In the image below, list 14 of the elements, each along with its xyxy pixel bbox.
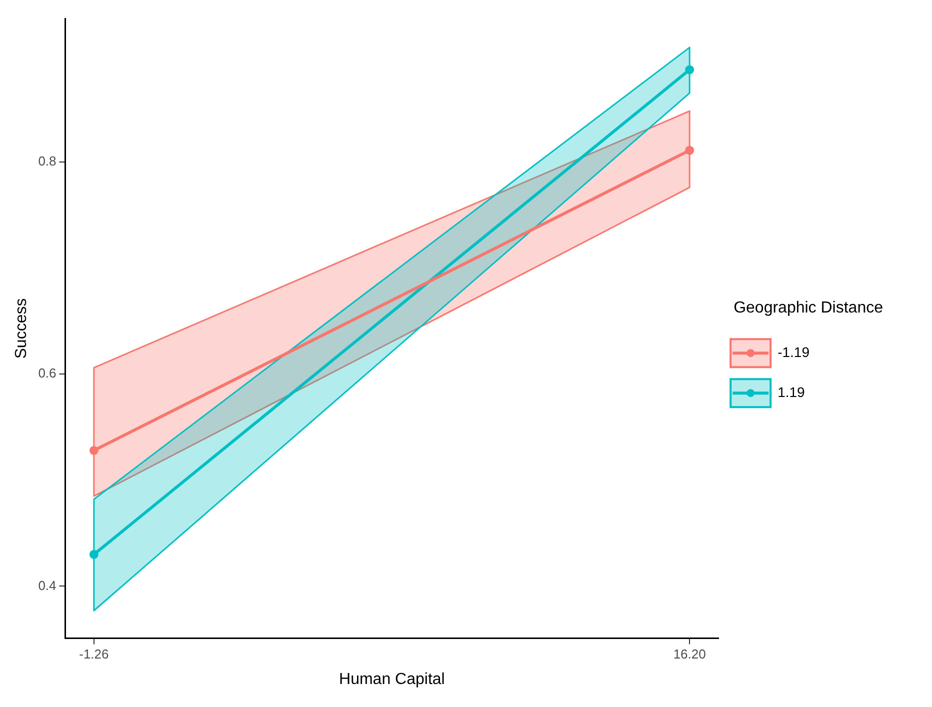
legend-title: Geographic Distance: [734, 299, 884, 316]
y-tick-label: 0.4: [38, 578, 56, 593]
x-axis-title: Human Capital: [339, 670, 445, 688]
y-axis-title: Success: [13, 298, 30, 359]
y-tick-label: 0.8: [38, 154, 56, 169]
x-tick-label: -1.26: [79, 646, 109, 662]
point: [685, 146, 694, 155]
legend-label: 1.19: [778, 384, 806, 400]
legend-label: -1.19: [778, 344, 810, 360]
point: [89, 550, 98, 559]
x-tick-label: 16.20: [673, 646, 706, 662]
point: [685, 65, 694, 74]
y-tick-label: 0.6: [38, 366, 56, 381]
point: [89, 446, 98, 455]
